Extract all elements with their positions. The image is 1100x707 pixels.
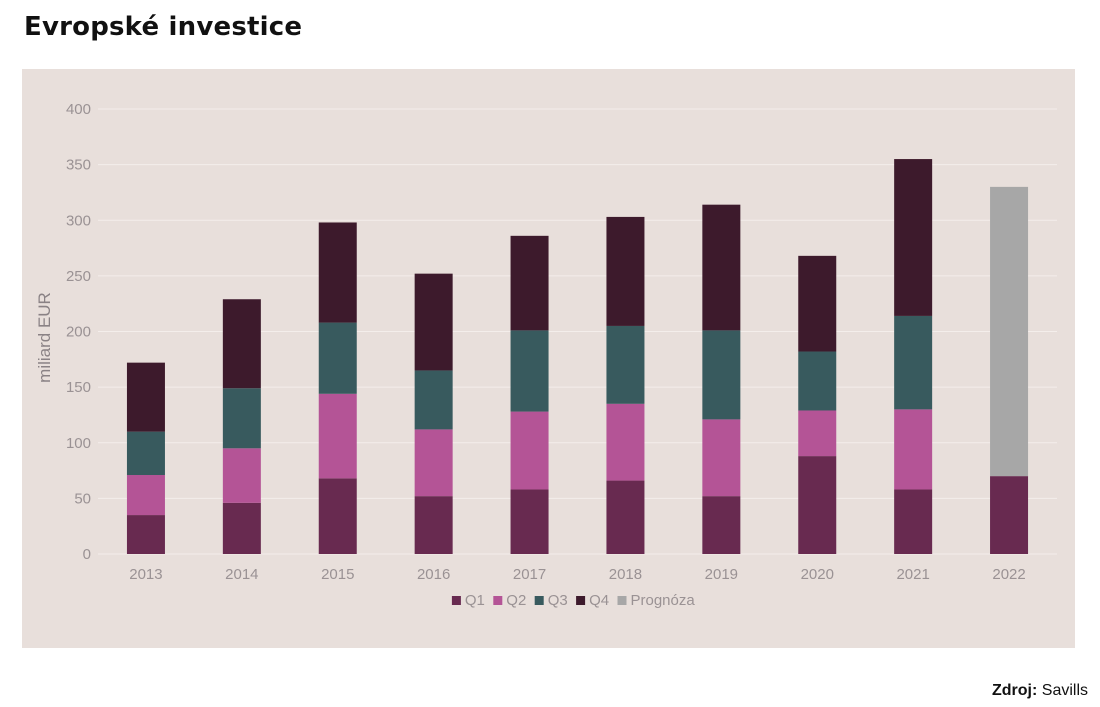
source-value: Savills: [1041, 682, 1088, 699]
bar-2015-q1: [318, 478, 357, 554]
bar-2018-q2: [606, 403, 645, 481]
x-tick-label: 2016: [417, 566, 450, 583]
legend-label: Q3: [548, 592, 568, 609]
bar-2022-q1: [990, 476, 1029, 554]
bar-2014-q1: [222, 502, 261, 554]
chart-title: Evropské investice: [24, 12, 303, 42]
bar-2018-q1: [606, 480, 645, 554]
y-axis-label: miliard EUR: [35, 292, 54, 383]
x-tick-label: 2013: [129, 566, 162, 583]
bar-2018-q4: [606, 216, 645, 326]
legend-item-q4: Q4: [576, 592, 609, 609]
y-tick-label: 350: [66, 157, 91, 174]
bar-2016-q1: [414, 496, 453, 554]
legend-swatch: [493, 596, 503, 605]
bar-2016-q2: [414, 429, 453, 497]
legend-label: Q1: [465, 592, 485, 609]
bar-2020-q1: [798, 456, 837, 554]
x-tick-label: 2015: [321, 566, 354, 583]
bars: [126, 159, 1029, 554]
stacked-bar-chart: 0 50 100 150 200 250 300 350 400 miliard EUR 201…: [35, 101, 1057, 609]
bar-2019-q1: [702, 496, 741, 554]
y-tick-label: 200: [66, 324, 91, 341]
bar-2014-q4: [222, 299, 261, 389]
bar-2021-q1: [894, 489, 933, 554]
bar-2013-q4: [126, 362, 165, 432]
x-tick-label: 2022: [992, 566, 1025, 583]
legend: Q1 Q2 Q3 Q4 Prognóza: [451, 592, 696, 609]
bar-2019-q3: [702, 330, 741, 420]
legend-item-prognóza: Prognóza: [617, 592, 696, 609]
bar-2021-q2: [894, 409, 933, 490]
legend-swatch: [576, 596, 586, 605]
x-tick-label: 2021: [896, 566, 929, 583]
y-tick-label: 300: [66, 212, 91, 229]
y-axis-ticks: 0 50 100 150 200 250 300 350 400: [66, 101, 91, 563]
source-label: Zdroj:: [991, 682, 1038, 699]
bar-2016-q3: [414, 370, 453, 430]
x-tick-label: 2020: [801, 566, 834, 583]
bar-2017-q2: [510, 411, 549, 490]
legend-item-q2: Q2: [493, 592, 526, 609]
bar-2022-prognóza: [990, 186, 1029, 477]
y-tick-label: 150: [66, 379, 91, 396]
bar-2013-q3: [126, 431, 165, 476]
legend-label: Q2: [506, 592, 526, 609]
x-tick-label: 2018: [609, 566, 642, 583]
bar-2016-q4: [414, 273, 453, 371]
bar-2019-q4: [702, 204, 741, 331]
legend-label: Prognóza: [631, 592, 696, 609]
bar-2015-q3: [318, 322, 357, 394]
chart-panel: 0 50 100 150 200 250 300 350 400 miliard EUR 201…: [22, 69, 1075, 648]
bar-2019-q2: [702, 419, 741, 497]
bar-2013-q2: [126, 475, 165, 516]
bar-2020-q3: [798, 351, 837, 411]
y-tick-label: 100: [66, 435, 91, 452]
bar-2020-q2: [798, 410, 837, 457]
source-note: Zdroj: Savills: [992, 682, 1088, 700]
legend-swatch: [617, 596, 627, 605]
bar-2015-q4: [318, 222, 357, 323]
bar-2017-q3: [510, 330, 549, 412]
y-tick-label: 0: [83, 546, 91, 563]
legend-item-q1: Q1: [451, 592, 485, 609]
bar-2014-q3: [222, 388, 261, 449]
bar-2020-q4: [798, 255, 837, 352]
bar-2021-q3: [894, 315, 933, 410]
legend-label: Q4: [589, 592, 609, 609]
bar-2017-q4: [510, 235, 549, 331]
bar-2018-q3: [606, 325, 645, 404]
bar-2017-q1: [510, 489, 549, 554]
bar-2015-q2: [318, 393, 357, 479]
y-tick-label: 250: [66, 268, 91, 285]
x-tick-label: 2019: [705, 566, 738, 583]
legend-item-q3: Q3: [534, 592, 568, 609]
legend-swatch: [534, 596, 544, 605]
x-tick-label: 2014: [225, 566, 258, 583]
x-tick-label: 2017: [513, 566, 546, 583]
y-tick-label: 50: [74, 490, 91, 507]
y-tick-label: 400: [66, 101, 91, 118]
bar-2021-q4: [894, 159, 933, 316]
bar-2014-q2: [222, 448, 261, 503]
x-axis-ticks: 2013 2014 2015 2016 2017 2018 2019 2020 2021 2022: [129, 566, 1025, 583]
bar-2013-q1: [126, 515, 165, 554]
legend-swatch: [451, 596, 461, 605]
